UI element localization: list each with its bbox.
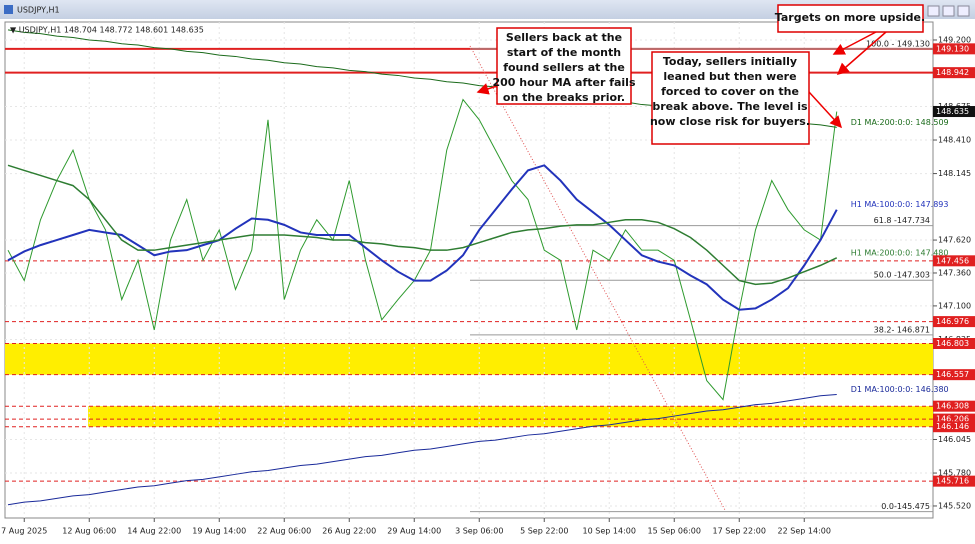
- y-tick-label: 147.360: [938, 268, 971, 277]
- level-price-label: 146.557: [936, 370, 969, 379]
- level-price-label: 146.976: [936, 317, 969, 326]
- annotation: Targets on more upside.: [775, 4, 925, 75]
- x-tick-label: 19 Aug 14:00: [192, 527, 246, 536]
- annotation-text: Sellers back at the: [506, 31, 622, 44]
- current-price-box: [933, 106, 975, 118]
- fib-label: 61.8 -147.734: [874, 216, 930, 225]
- level-price-label: 147.456: [936, 256, 969, 265]
- current-price-label: 148.635: [936, 107, 969, 116]
- annotation-text: Targets on more upside.: [775, 11, 925, 24]
- level-price-label: 148.942: [936, 68, 969, 77]
- indicator-label: D1 MA:200:0:0: 148.509: [851, 118, 949, 127]
- x-tick-label: 3 Sep 06:00: [455, 527, 503, 536]
- x-tick-label: 22 Aug 06:00: [257, 527, 311, 536]
- minimize-button[interactable]: [927, 5, 940, 17]
- support-zone: [5, 343, 933, 375]
- level-price-box: [933, 43, 975, 55]
- title-bar: [0, 0, 975, 19]
- annotation-box: [651, 51, 810, 145]
- series-line: [7, 98, 838, 401]
- level-price-box: [933, 421, 975, 433]
- level-price-label: 146.308: [936, 402, 969, 411]
- x-tick-label: 17 Sep 22:00: [713, 527, 766, 536]
- y-tick-label: 148.145: [938, 169, 971, 178]
- annotation: Sellers back at the start of the month fou…: [476, 27, 636, 105]
- annotation-text: start of the month: [507, 46, 621, 59]
- arrow: [832, 31, 877, 55]
- plot-frame: [4, 21, 934, 519]
- level-price-box: [933, 413, 975, 425]
- annotation-box: [777, 4, 924, 33]
- annotation-text: 200 hour MA after fails: [492, 76, 635, 89]
- level-price-box: [933, 255, 975, 267]
- annotation-box: [496, 27, 632, 105]
- level-price-label: 145.716: [936, 477, 969, 486]
- x-tick-label: 12 Aug 06:00: [62, 527, 116, 536]
- x-tick-label: 10 Sep 14:00: [583, 527, 636, 536]
- series-line: [7, 164, 838, 286]
- y-tick-label: 145.780: [938, 469, 971, 478]
- fib-trendline: [469, 45, 726, 511]
- y-tick-label: 145.520: [938, 501, 971, 510]
- x-tick-label: 5 Sep 22:00: [520, 527, 568, 536]
- x-tick-label: 7 Aug 2025: [1, 527, 47, 536]
- level-price-label: 146.803: [936, 339, 969, 348]
- fib-label: 100.0 - 149.130: [866, 39, 930, 48]
- level-price-box: [933, 67, 975, 79]
- level-price-box: [933, 316, 975, 328]
- window-buttons[interactable]: [927, 5, 970, 17]
- x-tick-label: 14 Aug 22:00: [127, 527, 181, 536]
- arrow: [476, 83, 498, 95]
- level-price-box: [933, 475, 975, 487]
- level-price-box: [933, 338, 975, 350]
- level-price-label: 146.146: [936, 422, 969, 431]
- fib-label: 0.0-145.475: [881, 502, 930, 511]
- y-tick-label: 146.045: [938, 435, 971, 444]
- annotation-text: found sellers at the: [503, 61, 625, 74]
- level-price-label: 149.130: [936, 44, 969, 53]
- annotation-text: on the breaks prior.: [503, 91, 625, 104]
- level-price-box: [933, 400, 975, 412]
- quote-line: ▼ USDJPY,H1 148.704 148.772 148.601 148.…: [10, 26, 204, 35]
- fib-label: 38.2- 146.871: [874, 325, 930, 334]
- fib-label: 50.0 -147.303: [874, 271, 930, 280]
- annotation-text: Today, sellers initially: [663, 55, 797, 68]
- y-tick-label: 149.200: [938, 35, 971, 44]
- x-tick-label: 29 Aug 14:00: [387, 527, 441, 536]
- close-button[interactable]: [957, 5, 970, 17]
- annotation-text: leaned but then were: [663, 70, 796, 83]
- y-tick-label: 147.100: [938, 301, 971, 310]
- annotation-text: break above. The level is: [652, 100, 808, 113]
- arrow: [836, 31, 887, 75]
- series-line: [7, 394, 837, 506]
- level-price-box: [933, 369, 975, 381]
- level-price-label: 146.206: [936, 415, 969, 424]
- arrow: [808, 91, 843, 129]
- support-zone: [88, 406, 933, 427]
- annotation-text: now close risk for buyers.: [650, 115, 810, 128]
- window-icon: [4, 5, 13, 14]
- x-tick-label: 15 Sep 06:00: [648, 527, 701, 536]
- annotation-text: forced to cover on the: [661, 85, 799, 98]
- maximize-button[interactable]: [942, 5, 955, 17]
- indicator-label: H1 MA:100:0:0: 147.893: [851, 200, 949, 209]
- y-tick-label: 147.620: [938, 236, 971, 245]
- x-tick-label: 22 Sep 14:00: [778, 527, 831, 536]
- annotation: Today, sellers initially leaned but then …: [650, 51, 843, 145]
- indicator-label: D1 MA:100:0:0: 146.380: [851, 385, 949, 394]
- indicator-label: H1 MA:200:0:0: 147.480: [851, 248, 949, 257]
- x-tick-label: 26 Aug 22:00: [322, 527, 376, 536]
- y-tick-label: 148.410: [938, 136, 971, 145]
- window-title: USDJPY,H1: [17, 6, 60, 15]
